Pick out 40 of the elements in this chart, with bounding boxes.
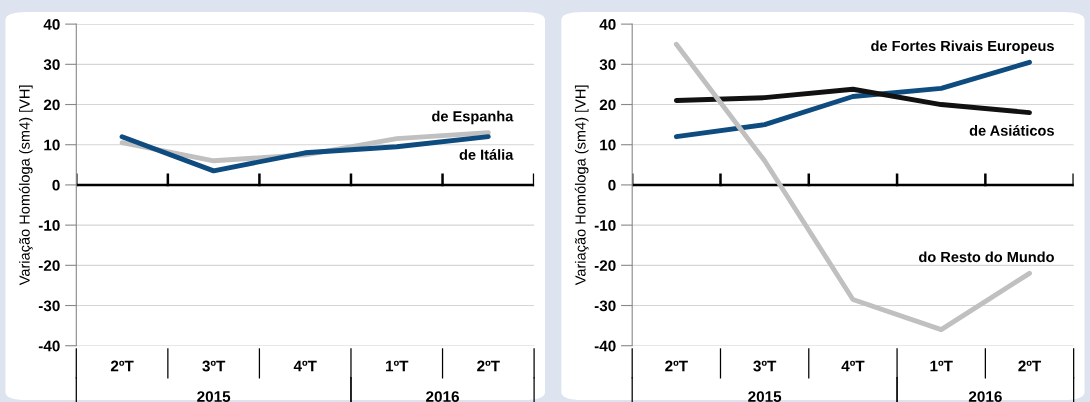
y-tick-label: 30 [43,59,60,71]
text: 2016 [426,391,459,402]
line-series [673,86,1032,115]
y-axis-title: Variação Homóloga (sm4) [VH] [18,85,33,286]
y-tick-label: -40 [594,340,616,352]
y-tick-label: 10 [600,139,616,151]
series-label: de Asiáticos [969,124,1054,136]
y-tick-label: 0 [608,179,616,191]
y-tick-label: -20 [594,260,616,272]
x-tick-label: 2ºT [110,360,134,372]
y-tick-label: -30 [38,300,60,312]
x-tick-label: 2ºT [477,360,500,372]
text: 2015 [197,391,231,402]
y-tick-label: -10 [38,219,60,231]
x-tick-label: 3ºT [202,360,226,372]
y-tick-label: -20 [38,260,60,272]
y-tick-label: 40 [599,18,616,30]
y-tick-label: -10 [594,219,616,231]
x-tick-label: 1ºT [386,360,409,372]
y-tick-label: -30 [594,300,616,312]
y-axis-title: Variação Homóloga (sm4) [VH] [574,85,589,286]
x-tick-label: 1ºT [930,360,953,372]
series-label: do Resto do Mundo [919,251,1054,263]
x-tick-label: 3ºT [753,360,777,372]
x-tick-label: 4ºT [841,360,865,372]
x-tick-label: 2ºT [1018,360,1042,372]
text: 2015 [748,391,782,402]
series-label: de Espanha [432,110,514,125]
y-tick-label: 10 [44,139,60,151]
series-label: de Fortes Rivais Europeus [871,40,1054,54]
text: 2016 [968,391,1002,402]
y-tick-label: -40 [38,340,60,352]
y-tick-label: 0 [52,179,60,191]
x-tick-label: 2ºT [665,360,688,372]
x-tick-label: 4ºT [293,360,317,372]
series-label: de Itália [459,149,514,160]
y-tick-label: 40 [43,18,60,30]
y-tick-label: 30 [599,59,616,71]
y-tick-label: 20 [599,99,616,111]
y-tick-label: 20 [43,99,60,111]
